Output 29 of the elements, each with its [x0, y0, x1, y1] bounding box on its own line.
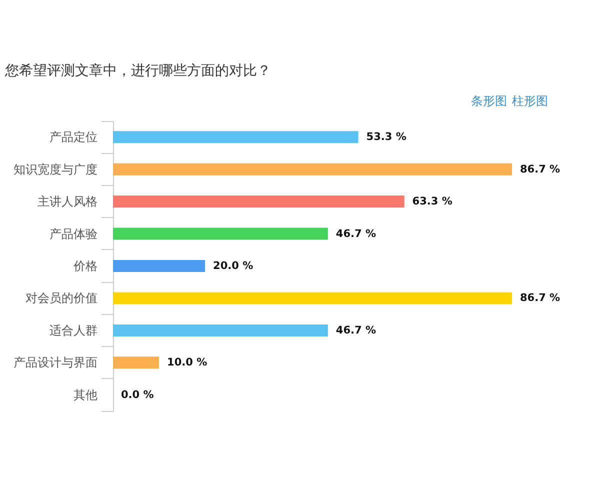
bar — [113, 163, 512, 176]
text: 条形图 — [471, 94, 507, 108]
bar — [113, 131, 358, 144]
y-tick-label: 其他 — [74, 388, 98, 402]
y-tick-label: 对会员的价值 — [26, 291, 98, 306]
bar — [113, 324, 328, 336]
y-tick-label: 产品设计与界面 — [14, 356, 98, 370]
y-tick-label: 产品体验 — [50, 226, 98, 241]
y-tick-label: 价格 — [72, 259, 98, 273]
data-label: 86.7 % — [520, 292, 561, 304]
bar — [113, 228, 328, 240]
text: 柱形图 — [512, 94, 548, 108]
data-label: 0.0 % — [121, 388, 154, 401]
data-label: 86.7 % — [520, 163, 561, 176]
bar — [113, 292, 512, 304]
y-tick-label: 知识宽度与广度 — [14, 162, 98, 176]
bar — [113, 356, 160, 369]
y-tick-label: 产品定位 — [50, 130, 98, 144]
bar — [113, 196, 404, 208]
data-label: 20.0 % — [213, 260, 254, 272]
data-label: 53.3 % — [366, 131, 407, 144]
data-label: 46.7 % — [336, 324, 376, 336]
y-tick-label: 主讲人风格 — [38, 194, 98, 209]
data-label: 10.0 % — [167, 356, 208, 369]
data-label: 63.3 % — [412, 196, 453, 208]
data-label: 46.7 % — [336, 228, 376, 240]
chart-title: 您希望评测文章中，进行哪些方面的对比？ — [4, 63, 271, 79]
y-tick-label: 适合人群 — [50, 323, 98, 338]
bar — [113, 260, 206, 272]
